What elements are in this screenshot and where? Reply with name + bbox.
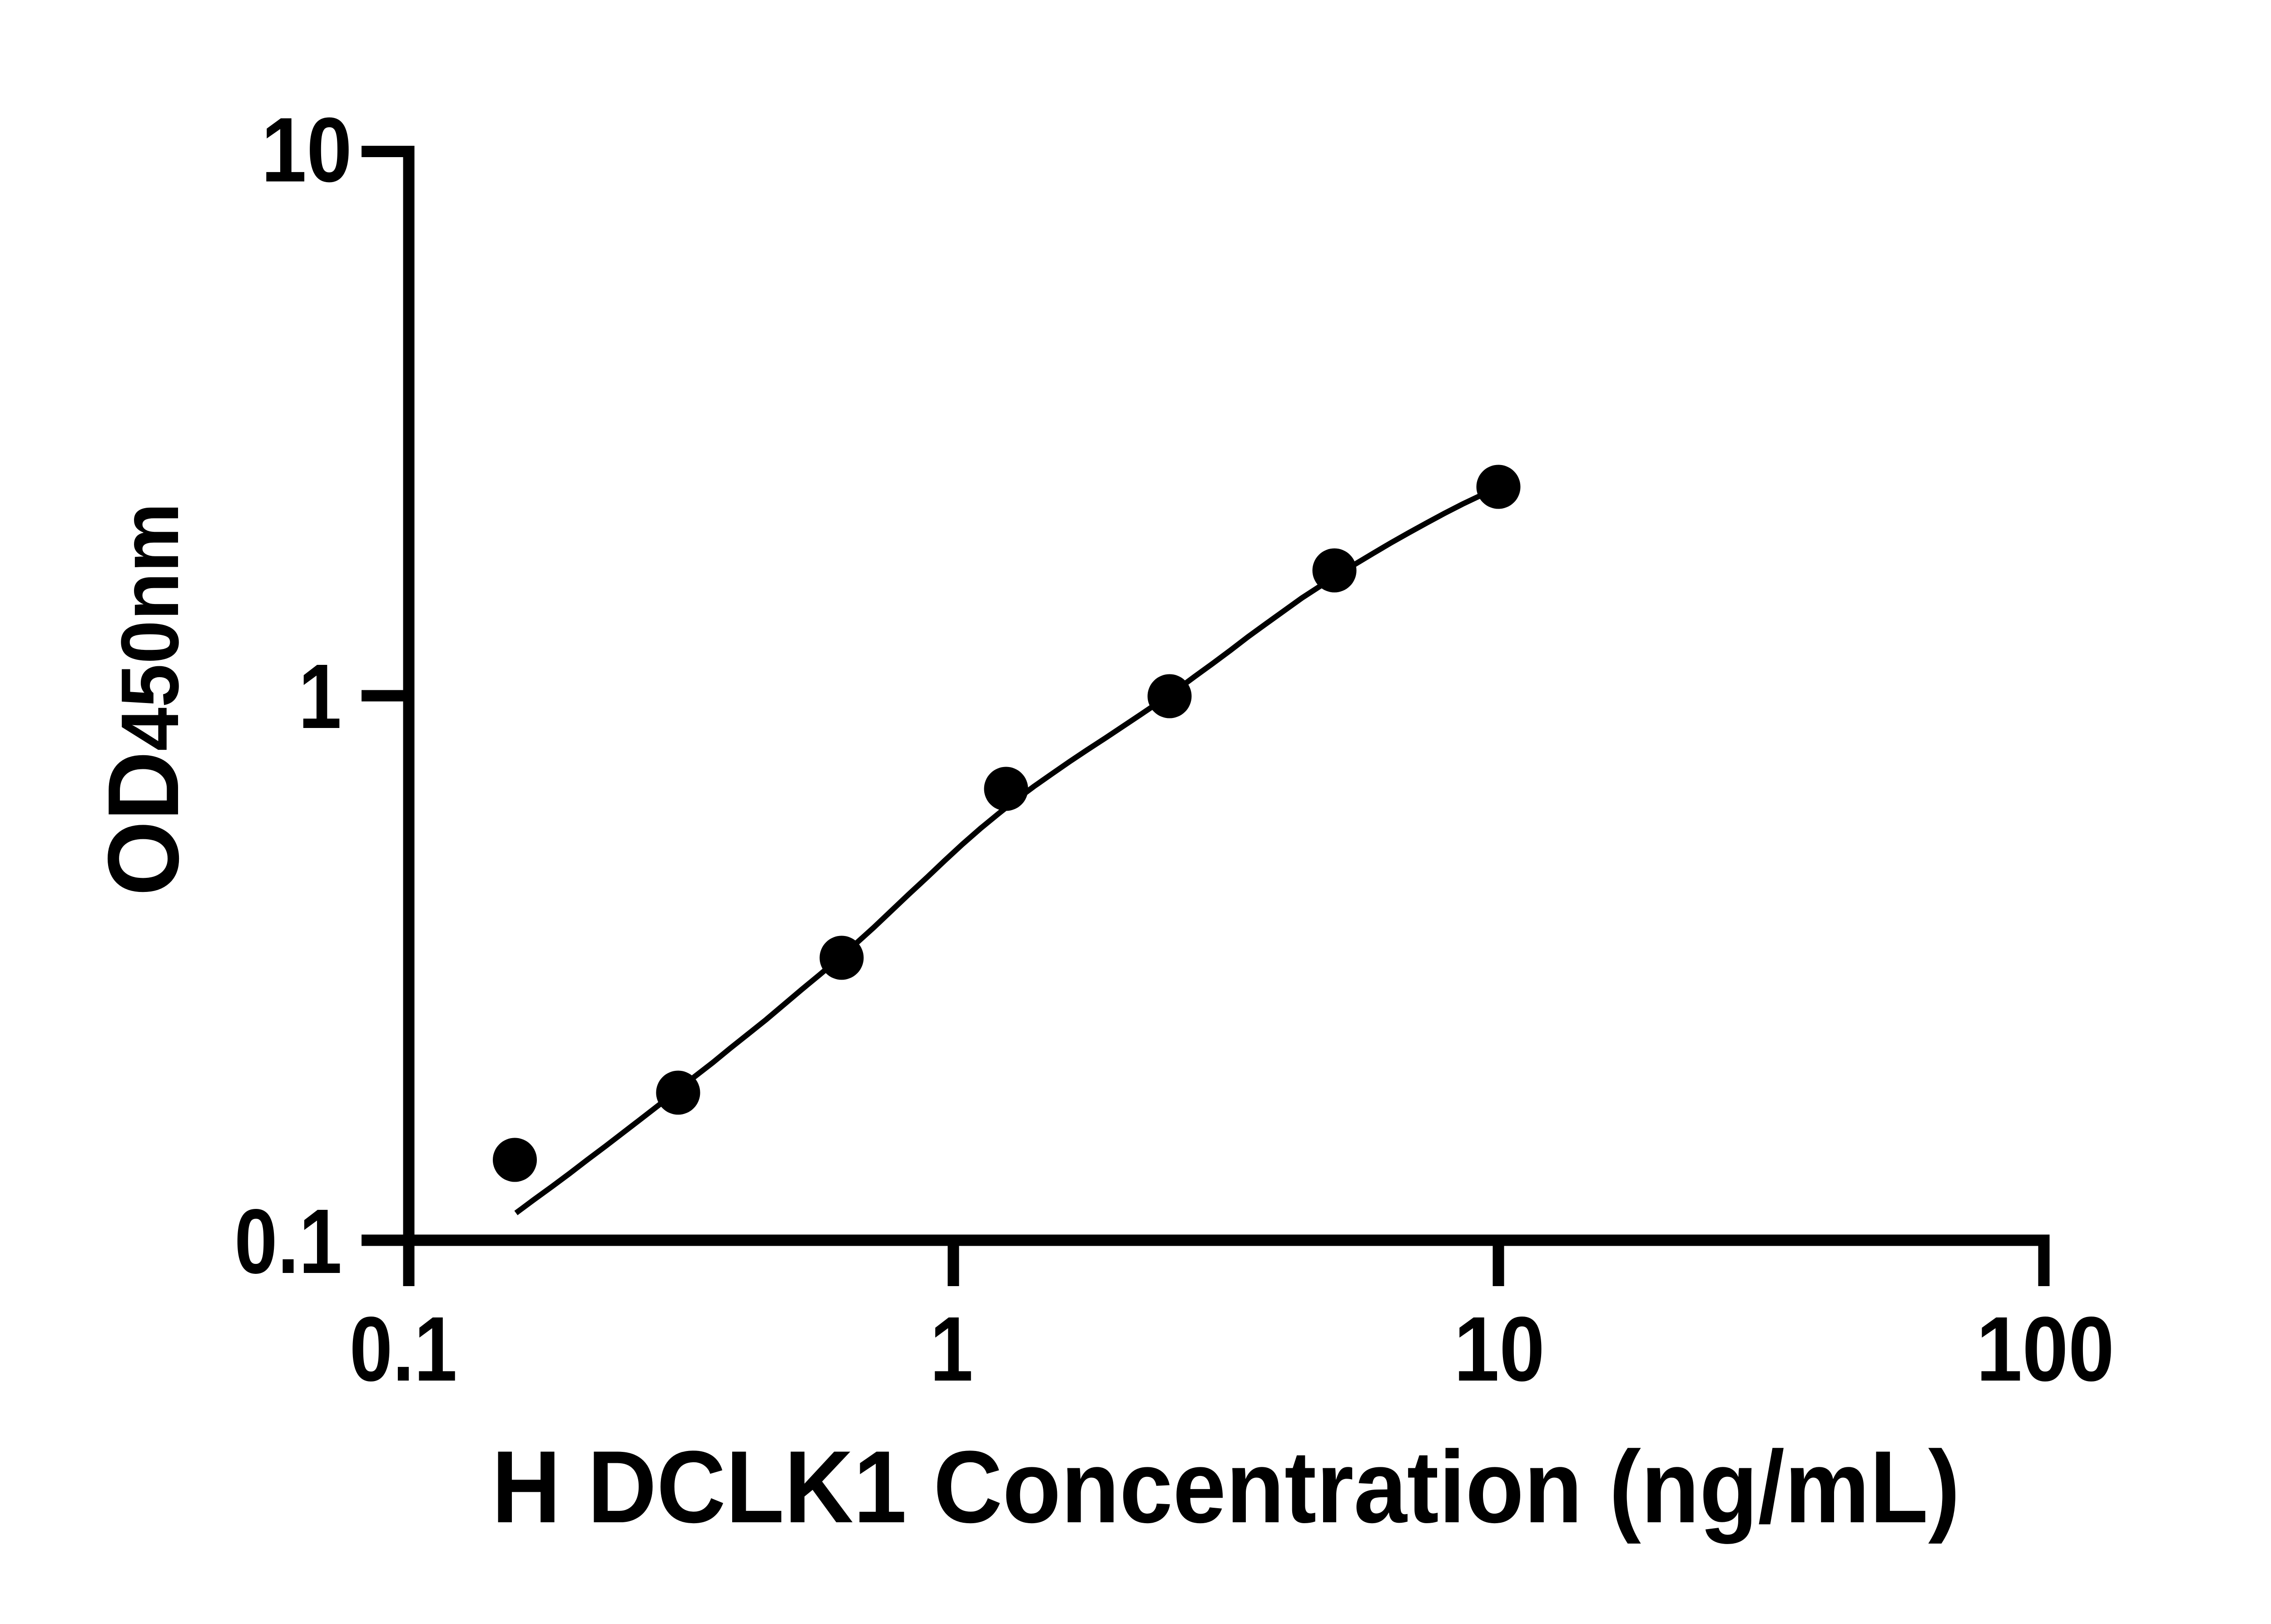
svg-text:0.1: 0.1	[350, 1297, 457, 1400]
svg-text:1: 1	[298, 645, 342, 748]
svg-text:10: 10	[261, 99, 352, 201]
svg-text:H DCLK1 Concentration (ng/mL): H DCLK1 Concentration (ng/mL)	[492, 1429, 1960, 1544]
svg-text:10: 10	[1454, 1297, 1545, 1400]
svg-text:OD450nm: OD450nm	[87, 503, 200, 896]
svg-text:1: 1	[930, 1297, 973, 1400]
svg-text:0.1: 0.1	[234, 1190, 342, 1292]
svg-text:100: 100	[1976, 1297, 2114, 1400]
